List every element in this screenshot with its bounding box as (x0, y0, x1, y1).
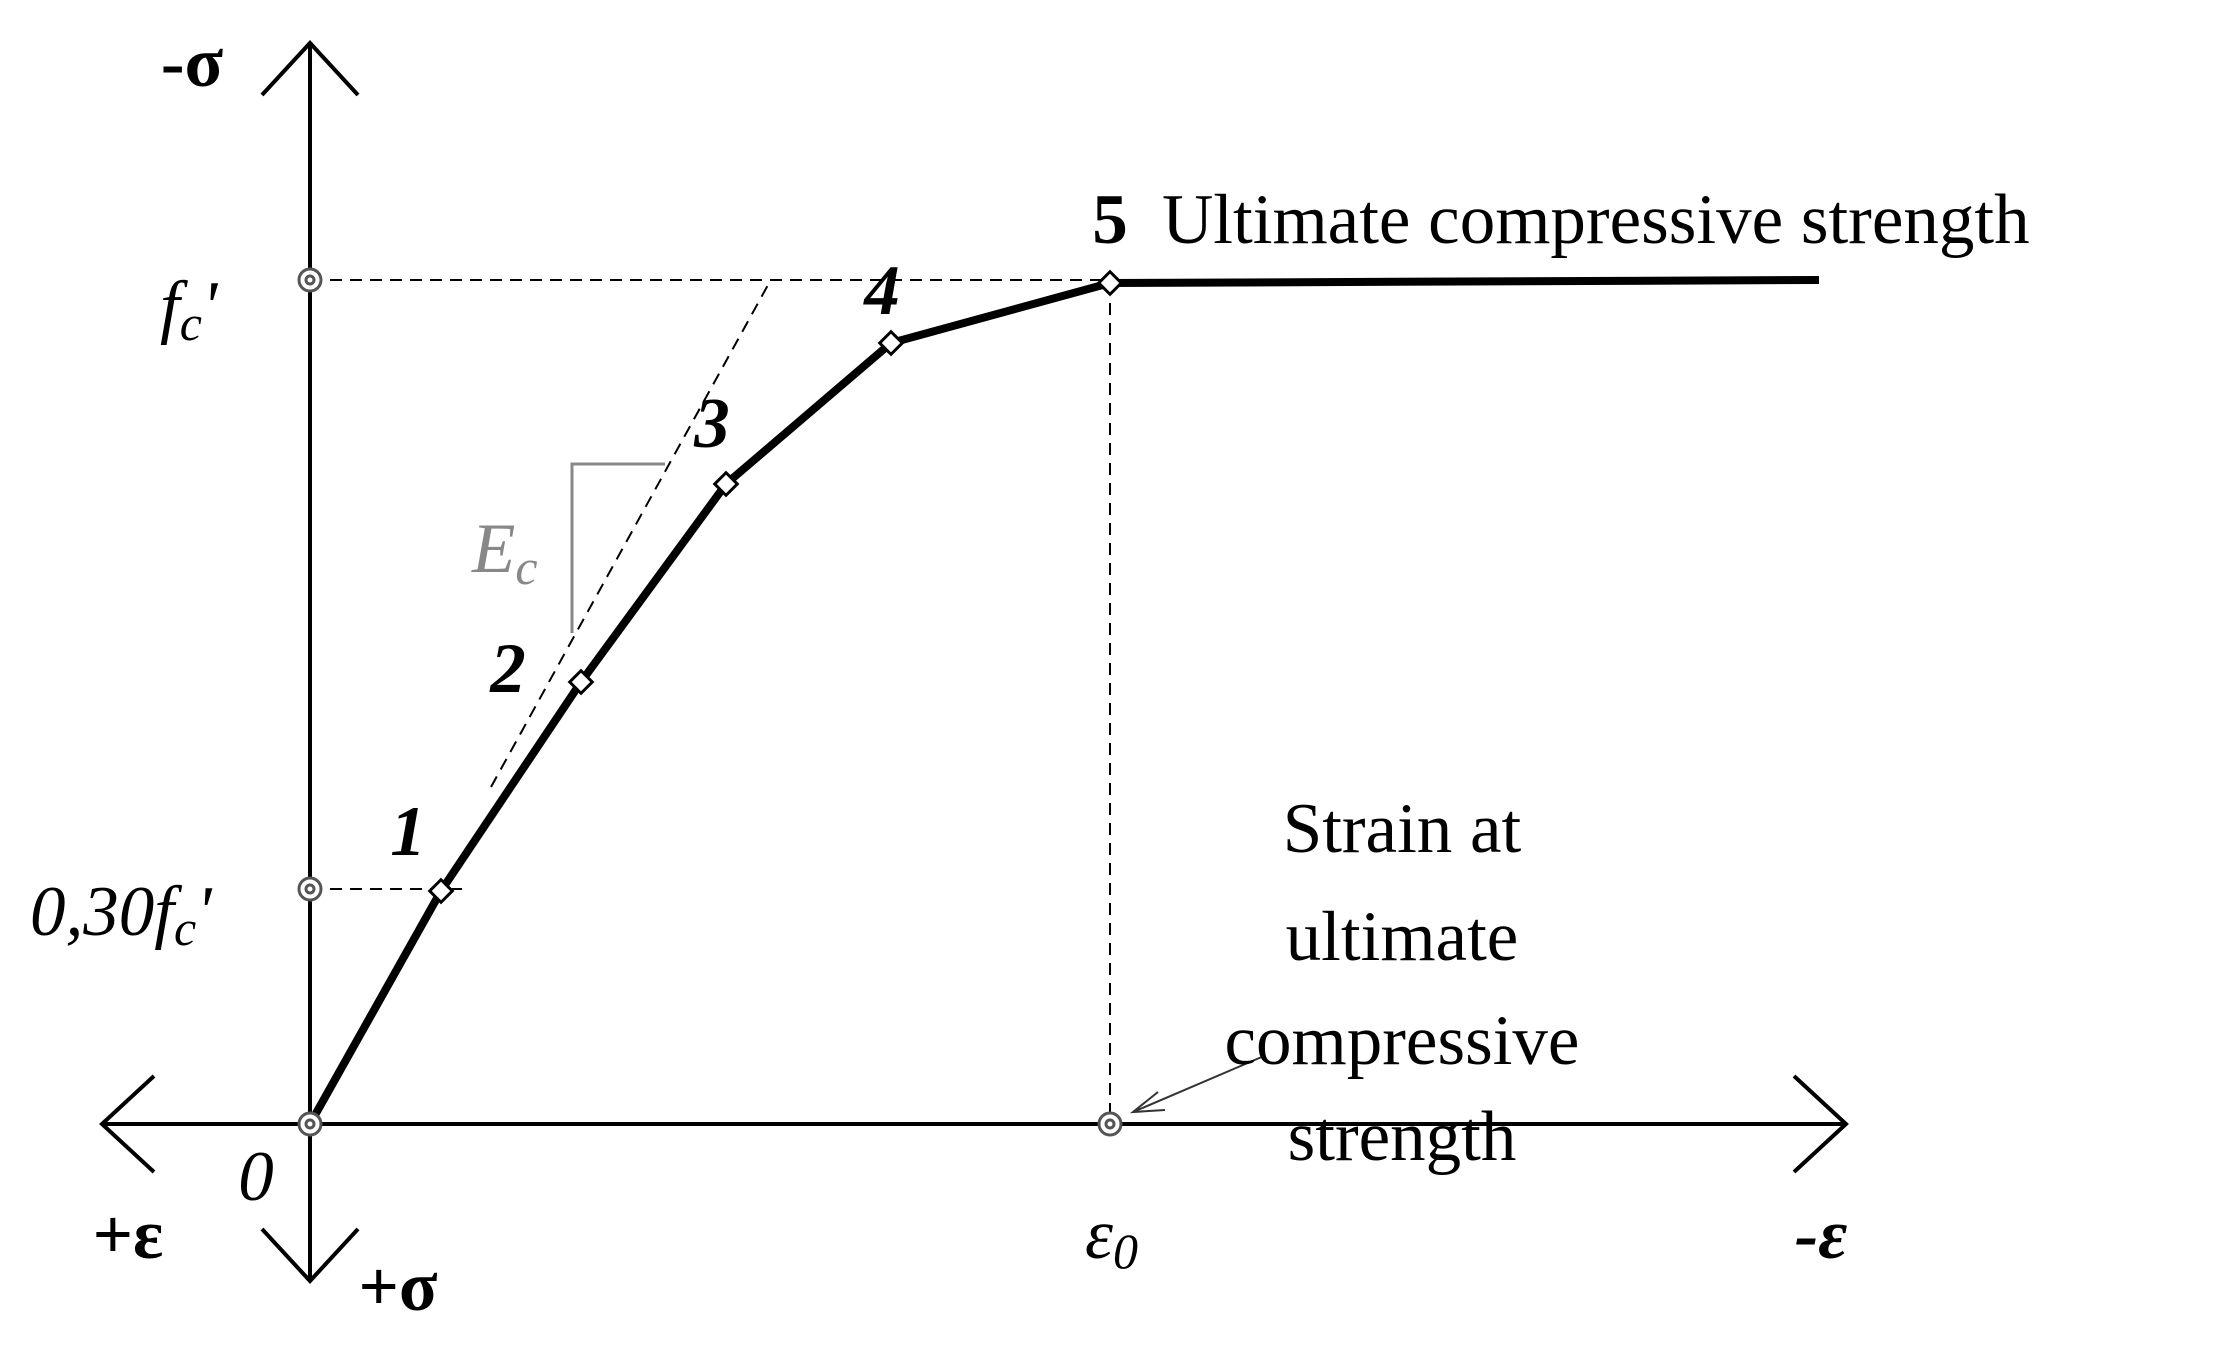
label-sub: c (174, 900, 196, 956)
modulus-triangle (570, 462, 665, 633)
modulus-label: Ec (471, 510, 538, 595)
peak-label: Ultimate compressive strength (1162, 181, 2030, 259)
label-main: 0,30f (30, 873, 182, 951)
label-prime: ' (202, 268, 219, 346)
guides (310, 279, 1111, 1124)
label-sub: 0 (1113, 1223, 1138, 1279)
point-label: 5 (1092, 181, 1128, 259)
label-prime: ' (196, 873, 213, 951)
axis-label: -ε (1795, 1196, 1848, 1274)
axis-label: +ε (93, 1196, 164, 1274)
strain-note: ultimate (1286, 898, 1519, 976)
stress-strain-curve (306, 276, 1820, 1126)
label-main: ε (1085, 1196, 1113, 1274)
note-arrow (1129, 1055, 1265, 1114)
label-sub: c (180, 295, 202, 351)
axis-label: +σ (358, 1248, 437, 1326)
strain-note: Strain at (1283, 790, 1522, 868)
level-label: 0,30fc' (30, 873, 213, 956)
point-label: 2 (489, 630, 526, 708)
origin-label: 0 (238, 1138, 274, 1216)
level-label: fc' (160, 268, 219, 351)
strain-note: compressive (1225, 1002, 1580, 1080)
strain-note: strength (1288, 1098, 1517, 1176)
label-main: E (471, 510, 515, 588)
axis-label: -σ (161, 24, 224, 102)
point-label: 4 (862, 252, 900, 330)
point-markers (427, 269, 1124, 905)
axis-circles (297, 267, 1123, 1137)
point-label: 1 (390, 793, 426, 871)
axes (99, 40, 1849, 1284)
label-sub: c (515, 539, 537, 595)
strain-label: ε0 (1085, 1196, 1138, 1279)
point-label: 3 (693, 385, 730, 463)
